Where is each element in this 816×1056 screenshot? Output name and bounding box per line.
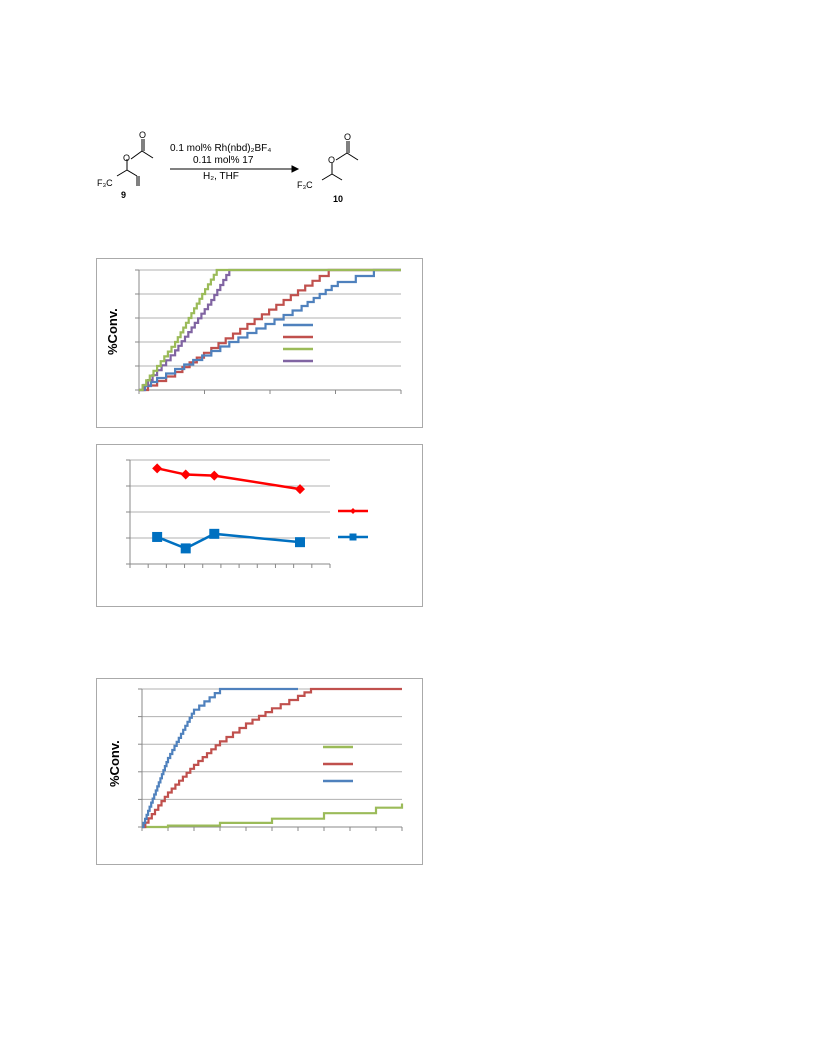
cf3-right: F₃C xyxy=(297,180,313,190)
carbonyl-o-left: O xyxy=(139,130,147,140)
chart2-data-point xyxy=(180,543,191,554)
chart2-data-point xyxy=(152,463,163,474)
chart1-series-line xyxy=(139,268,401,392)
chart2-data-point xyxy=(295,484,305,495)
chart2-legend-marker xyxy=(349,533,357,541)
chart3-series-line xyxy=(142,687,402,829)
chart3-series-line xyxy=(142,803,404,829)
chart-conversion-1: %Conv. xyxy=(96,258,423,428)
chart2-data-point xyxy=(209,470,220,481)
carbonyl-o-right: O xyxy=(344,132,352,142)
chart1-series-line xyxy=(139,268,401,392)
reaction-scheme: O O F₃C 9 0.1 mol% Rh(nbd)₂BF₄ 0.11 mol%… xyxy=(95,128,365,208)
reagent-line-1: 0.1 mol% Rh(nbd)₂BF₄ xyxy=(170,143,272,154)
chart2-data-point xyxy=(180,469,191,480)
compound-label-9: 9 xyxy=(121,190,127,200)
chart-3-plot xyxy=(138,687,404,831)
chart1-series-line xyxy=(139,268,401,392)
chart-ee-trend xyxy=(96,444,423,607)
chart-1-plot xyxy=(135,268,402,394)
chart-conversion-2: %Conv. xyxy=(96,678,423,865)
chart2-data-point xyxy=(209,528,220,539)
ester-o-right: O xyxy=(328,155,336,165)
chart2-legend-marker xyxy=(350,508,356,514)
chart2-data-point xyxy=(295,537,305,548)
cf3-left: F₃C xyxy=(97,178,113,188)
reagent-line-2: 0.11 mol% 17 xyxy=(193,155,254,166)
chart3-series-line xyxy=(142,687,298,829)
chart-3-ylabel: %Conv. xyxy=(107,740,122,787)
chart2-series-line xyxy=(156,532,301,550)
chart2-series-line xyxy=(156,467,301,491)
chart-1-ylabel: %Conv. xyxy=(105,308,120,355)
compound-label-10: 10 xyxy=(333,194,344,204)
chart1-series-line xyxy=(139,268,401,392)
reaction-conditions: H₂, THF xyxy=(203,171,239,182)
ester-o-left: O xyxy=(123,153,131,163)
chart-2-plot xyxy=(126,459,368,568)
chart2-data-point xyxy=(152,531,163,542)
scheme-structures xyxy=(116,139,359,186)
